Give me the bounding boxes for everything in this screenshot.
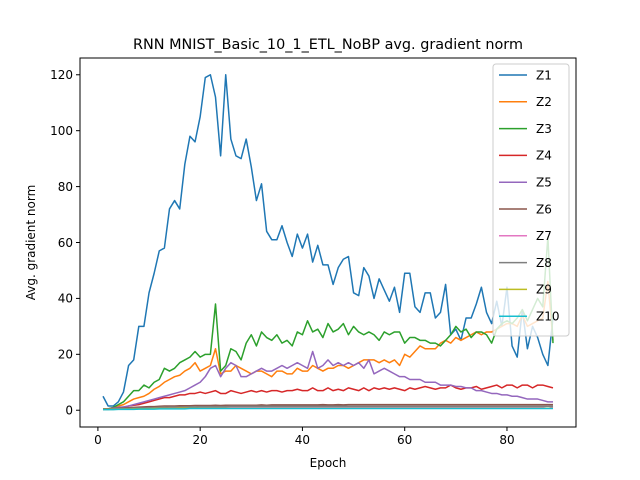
x-tick-label: 40 (295, 433, 310, 447)
series-layer (102, 74, 554, 411)
legend-label-z8: Z8 (536, 256, 552, 270)
legend-label-z5: Z5 (536, 176, 552, 190)
x-tick-label: 20 (193, 433, 208, 447)
series-line-z8 (103, 405, 553, 410)
y-tick-label: 40 (58, 292, 73, 306)
series-line-z10 (103, 407, 553, 411)
series-line-z1 (102, 74, 554, 407)
legend-label-z9: Z9 (536, 283, 552, 297)
legend-label-z6: Z6 (536, 202, 552, 216)
series-line-z3 (102, 236, 554, 411)
series-line-z4 (103, 384, 554, 411)
series-line-z2 (103, 280, 554, 410)
y-tick-label: 100 (50, 124, 73, 138)
series-line-z5 (103, 350, 553, 410)
chart-title: RNN MNIST_Basic_10_1_ETL_NoBP avg. gradi… (133, 37, 523, 53)
x-tick-label: 60 (397, 433, 412, 447)
series-line-z6 (103, 403, 553, 410)
x-tick-label: 0 (94, 433, 102, 447)
y-tick-label: 20 (58, 348, 73, 362)
legend-label-z4: Z4 (536, 149, 552, 163)
legend: Z1 Z2 Z3 Z4 Z5 Z6 Z7 Z8 Z9 Z10 (492, 63, 570, 337)
y-tick-label: 0 (65, 404, 73, 418)
legend-label-z7: Z7 (536, 229, 552, 243)
x-axis-label: Epoch (310, 456, 347, 470)
x-tick-label: 80 (499, 433, 514, 447)
y-tick-label: 60 (58, 236, 73, 250)
legend-label-z10: Z10 (536, 310, 560, 324)
y-tick-label: 120 (50, 68, 73, 82)
legend-label-z2: Z2 (536, 95, 552, 109)
legend-box (492, 63, 570, 337)
y-tick-label: 80 (58, 180, 73, 194)
legend-label-z3: Z3 (536, 122, 552, 136)
plot-area-frame (79, 57, 577, 428)
tick-layer: 0 20 40 60 80 0 20 40 60 80 100 120 (50, 68, 515, 447)
y-axis-label: Avg. gradient norm (24, 185, 38, 301)
legend-label-z1: Z1 (536, 68, 552, 82)
